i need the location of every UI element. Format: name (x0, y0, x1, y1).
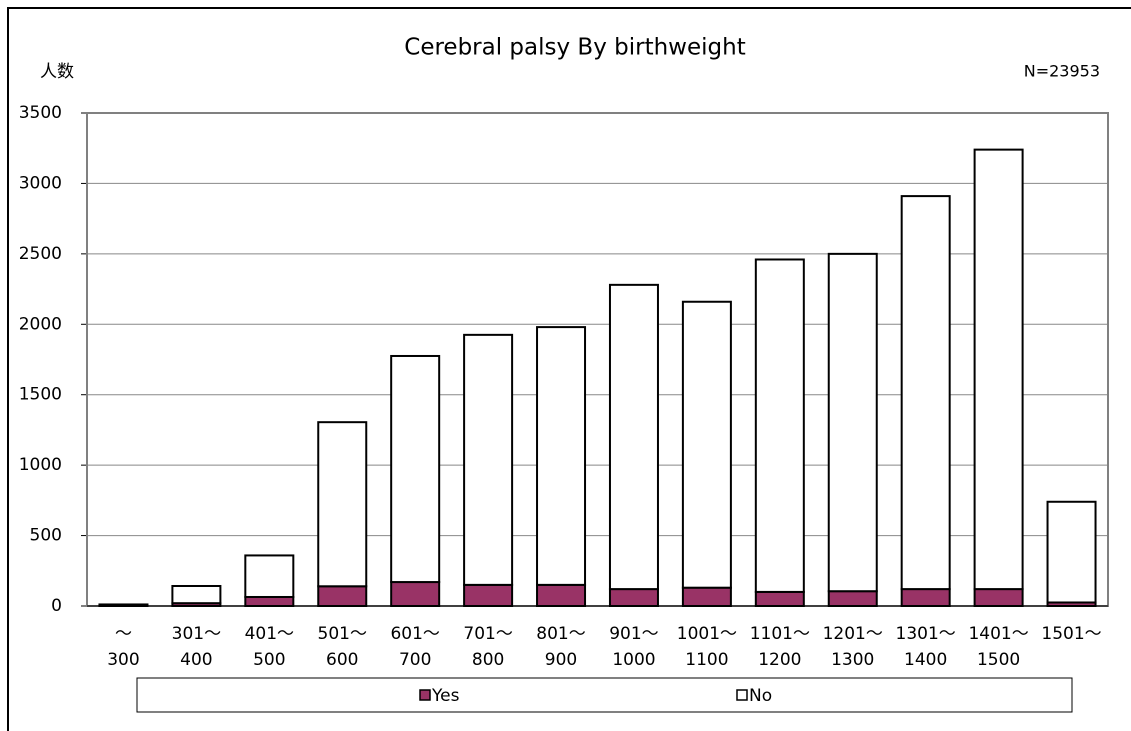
x-tick-line: 700 (399, 650, 431, 670)
bar-segment (754, 258, 805, 593)
x-tick-line: 1301～ (896, 624, 956, 644)
x-tick-line: 1201～ (823, 624, 883, 644)
x-tick-line: 1500 (977, 650, 1020, 670)
chart-title: Cerebral palsy By birthweight (404, 35, 745, 61)
x-tick-label: 601～ 700 (390, 624, 439, 670)
bar-segment (827, 590, 878, 608)
bar-segment (536, 583, 587, 607)
x-tick-label: 901～ 1000 (609, 624, 658, 670)
x-tick-line: 900 (545, 650, 577, 670)
x-tick-label: 701～ 800 (463, 624, 512, 670)
bar-segment (900, 588, 951, 608)
x-tick-label: 1201～ 1300 (823, 624, 883, 670)
y-tick-label: 500 (30, 526, 62, 546)
bar-segment (681, 586, 732, 608)
x-tick-line: 500 (253, 650, 285, 670)
x-tick-label: 301～ 400 (172, 624, 221, 670)
bar-segment (973, 148, 1024, 591)
x-tick-line: 1101～ (750, 624, 810, 644)
x-tick-line: 801～ (536, 624, 585, 644)
x-tick-line: 601～ (390, 624, 439, 644)
bar-segment (244, 595, 295, 608)
bar-segment (900, 195, 951, 591)
bar-segment (244, 554, 295, 598)
bar-segment (754, 590, 805, 608)
bar-segment (973, 588, 1024, 608)
x-tick-line: 501～ (318, 624, 367, 644)
bar-segment (463, 333, 514, 586)
x-tick-line: 600 (326, 650, 358, 670)
x-tick-line: 701～ (463, 624, 512, 644)
legend-box (136, 677, 1073, 713)
x-tick-label: 401～ 500 (245, 624, 294, 670)
legend-swatch (419, 689, 431, 701)
bar-segment (317, 421, 368, 588)
x-tick-label: 1501～ (1041, 624, 1101, 644)
y-tick-label: 2500 (19, 244, 62, 264)
x-tick-line: 901～ (609, 624, 658, 644)
bar-segment (536, 326, 587, 586)
x-tick-label: 1301～ 1400 (896, 624, 956, 670)
y-axis-label: 人数 (40, 62, 74, 82)
bar-segment (608, 283, 659, 591)
y-tick-label: 3000 (19, 173, 62, 193)
x-tick-line: 800 (472, 650, 504, 670)
annotation: N=23953 (1024, 62, 1100, 81)
bar-segment (827, 252, 878, 593)
y-tick-label: 0 (51, 596, 62, 616)
x-tick-line: 1000 (612, 650, 655, 670)
y-tick-label: 2000 (19, 314, 62, 334)
bar-segment (681, 300, 732, 589)
x-tick-line: 301～ (172, 624, 221, 644)
x-tick-line: 1001～ (677, 624, 737, 644)
x-tick-line: 1100 (685, 650, 728, 670)
x-tick-line: 1401～ (968, 624, 1028, 644)
legend-label: No (749, 686, 772, 706)
y-tick-label: 3500 (19, 103, 62, 123)
y-tick-label: 1500 (19, 385, 62, 405)
x-tick-label: 1101～ 1200 (750, 624, 810, 670)
x-tick-line: 1300 (831, 650, 874, 670)
legend-label: Yes (431, 686, 460, 706)
x-tick-line: 1400 (904, 650, 947, 670)
bar-segment (98, 603, 149, 607)
bar-segment (390, 354, 441, 584)
y-tick-label: 1000 (19, 455, 62, 475)
x-tick-line: 400 (180, 650, 212, 670)
x-tick-line: 300 (107, 650, 139, 670)
x-tick-line: ～ (115, 624, 132, 644)
x-tick-line: 401～ (245, 624, 294, 644)
x-tick-label: ～ 300 (107, 624, 139, 670)
bar-segment (608, 588, 659, 608)
x-tick-label: 801～ 900 (536, 624, 585, 670)
x-tick-line: 1200 (758, 650, 801, 670)
bar-segment (1046, 500, 1097, 604)
x-tick-label: 1001～ 1100 (677, 624, 737, 670)
bar-segment (463, 583, 514, 607)
x-tick-label: 501～ 600 (318, 624, 367, 670)
x-tick-label: 1401～ 1500 (968, 624, 1028, 670)
legend-swatch (736, 689, 748, 701)
bar-segment (171, 584, 222, 605)
bar-segment (317, 585, 368, 608)
bar-segment (390, 581, 441, 607)
